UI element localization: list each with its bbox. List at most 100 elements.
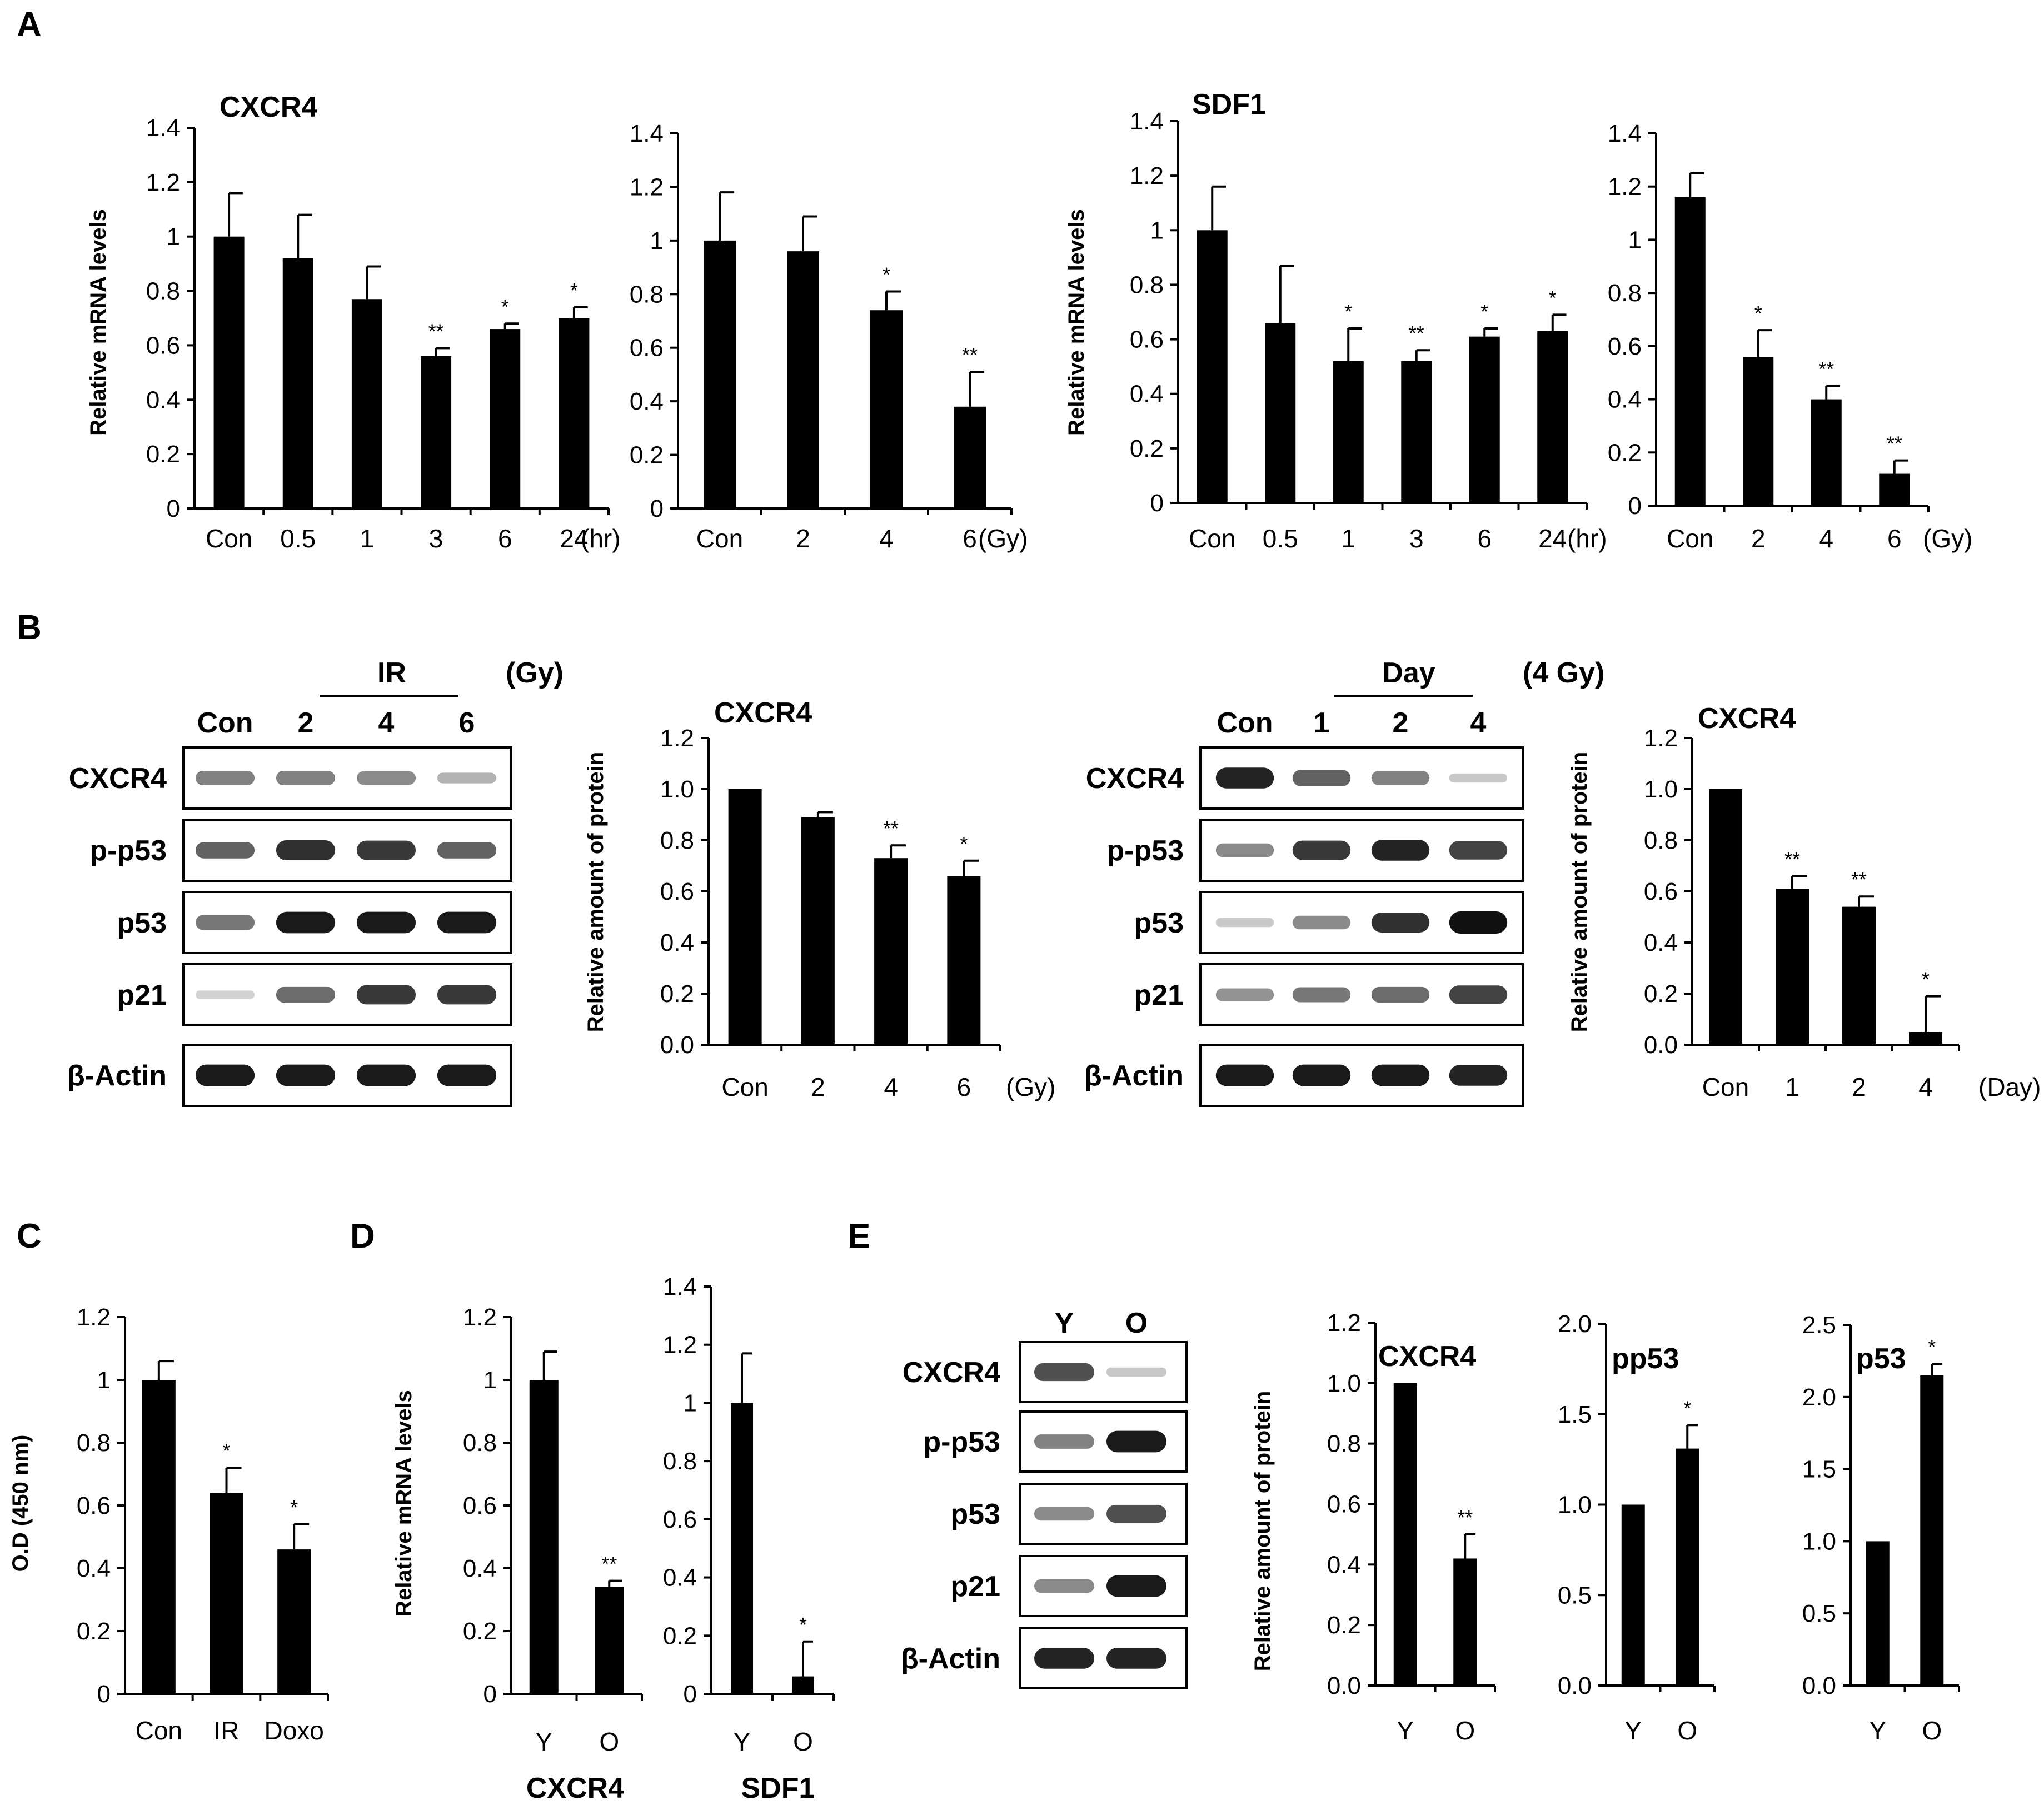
x-unit-label: (Gy) [1923,524,1972,553]
blot-band [1034,1363,1094,1382]
blot-band [1215,918,1274,928]
y-tick-label: 1 [1628,226,1642,253]
bar [787,251,819,508]
x-unit-label: (hr) [581,524,621,553]
blot-row-label: p21 [950,1570,1000,1603]
blot-band [1371,840,1430,861]
bar [1333,361,1364,503]
y-tick-label: 2.0 [1802,1384,1836,1411]
panel-label-e: E [847,1217,870,1255]
y-tick-label: 1.5 [1558,1401,1592,1428]
bar [1709,789,1742,1045]
blot-band [1106,1504,1166,1523]
y-tick-label: 0.6 [660,878,694,905]
category-label: O [1677,1716,1697,1745]
y-tick-label: 2.5 [1802,1312,1836,1339]
y-tick-label: 0.8 [77,1429,111,1457]
bar [954,406,986,508]
y-axis-label: Relative amount of protein [1250,1391,1275,1672]
x-unit-label: (hr) [1567,524,1607,553]
y-tick-label: 0.2 [1130,435,1164,462]
blot-band [1292,915,1351,930]
category-label: Y [1397,1716,1414,1745]
y-tick-label: 1.0 [1327,1370,1361,1397]
blot-lane-label: 4 [1470,707,1487,739]
chart-a3: 0 0.2 0.4 0.6 0.8 1 1.2 1.4 Con 0.5 * 1 ** 3 * 6 * 24 SDF1… [1064,88,1607,553]
y-tick-label: 0.4 [1327,1551,1361,1578]
y-tick-label: 0 [483,1681,497,1708]
bar [792,1676,814,1694]
y-tick-label: 1.2 [1608,173,1642,201]
blot-row-label: p21 [117,979,167,1011]
significance-mark: * [1480,300,1488,323]
y-tick-label: 1.2 [630,173,664,201]
chart-title: pp53 [1612,1343,1679,1375]
blot-lane-label: 1 [1314,707,1330,739]
y-tick-label: 0.0 [1644,1031,1678,1059]
panel-label-d: D [350,1217,375,1255]
y-tick-label: 1 [684,1389,697,1417]
significance-mark: ** [1409,322,1424,345]
y-axis-label: O.D (450 nm) [8,1435,33,1572]
bar [1453,1558,1477,1686]
bar [1866,1541,1890,1686]
blot-band [1034,1507,1094,1521]
y-tick-label: 1.0 [1558,1492,1592,1519]
bar [595,1587,624,1694]
blot-lane-label: 6 [459,707,475,739]
category-label: 4 [884,1073,898,1101]
y-tick-label: 0.8 [1327,1430,1361,1458]
blot-band [356,771,416,785]
bar [1920,1375,1944,1686]
y-tick-label: 0.2 [660,980,694,1008]
chart-b2: 0.0 0.2 0.4 0.6 0.8 1.0 1.2 Con ** 1 ** 2 * 4 CXCR4 Rel… [1567,702,2041,1101]
panel-label-a: A [17,6,42,44]
y-tick-label: 1 [650,227,664,255]
y-tick-label: 1.2 [660,725,694,752]
category-label: O [599,1727,619,1756]
y-tick-label: 1 [97,1367,111,1394]
blot-band [437,1064,497,1086]
blot-band [1371,771,1430,785]
bar [1265,323,1296,503]
category-label: Con [206,524,252,553]
y-tick-label: 1.2 [77,1304,111,1331]
y-tick-label: 0.2 [1327,1612,1361,1639]
significance-mark: ** [883,817,899,840]
blot-band [276,986,336,1003]
significance-mark: * [1549,286,1557,309]
blot-band [1106,1648,1166,1669]
category-label: 1 [360,524,375,553]
bar [1676,1448,1699,1686]
significance-mark: ** [1887,432,1902,455]
group-label: SDF1 [741,1772,815,1804]
x-unit-label: (Gy) [978,524,1028,553]
category-label: Y [734,1727,751,1756]
category-label: O [793,1727,813,1756]
bar [1674,197,1706,506]
y-tick-label: 0.8 [663,1448,697,1475]
bar [801,817,835,1045]
bar [1401,361,1432,503]
category-label: Con [1189,524,1235,553]
western-blot-blotb2: Con 1 2 4 Day (4 Gy) CXCR4 p-p53 p53 p21 β-Actin [1084,657,1604,1107]
bar [1469,336,1500,503]
chart-e1: 0.0 0.2 0.4 0.6 0.8 1.0 1.2 Y ** O CXCR4 Relative a… [1250,1309,1496,1745]
category-label: O [1455,1716,1475,1745]
y-tick-label: 0.8 [1608,280,1642,307]
blot-row-label: p-p53 [89,835,167,867]
y-tick-label: 0.4 [630,388,664,415]
y-axis-label: Relative mRNA levels [1064,209,1089,436]
y-tick-label: 1.2 [146,169,180,196]
bar [704,240,736,508]
category-label: Y [1624,1716,1642,1745]
category-label: 6 [1887,524,1902,553]
blot-row-label: β-Actin [901,1643,1000,1675]
bar [282,258,313,508]
category-label: 2 [1751,524,1766,553]
chart-a1: 0 0.2 0.4 0.6 0.8 1 1.2 1.4 Con 0.5 1 ** 3 * 6 * 24 CXCR4… [86,91,621,553]
blot-header-label: Day [1382,657,1435,689]
x-unit-label: (Day) [1978,1073,2041,1101]
significance-mark: * [1922,968,1930,991]
